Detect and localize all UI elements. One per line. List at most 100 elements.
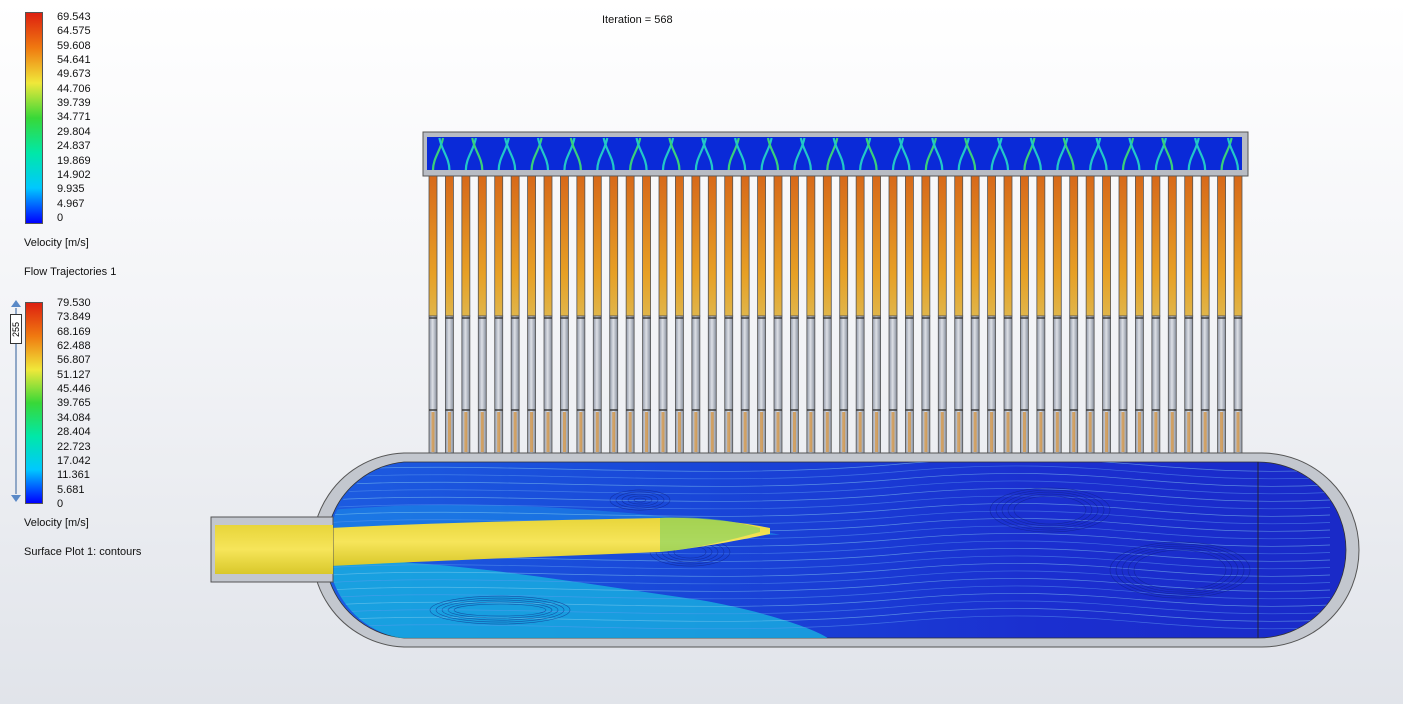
tube-hot-section	[658, 175, 668, 317]
vessel-streamline	[1013, 495, 1087, 525]
manifold-streamline	[563, 137, 576, 171]
slider-knob[interactable]: 255	[10, 314, 22, 344]
tube-outflow-trace	[924, 412, 928, 452]
legend-tick-label: 59.608	[57, 39, 91, 52]
vessel-streamline	[329, 570, 1331, 585]
tube-outflow-trace	[957, 412, 961, 452]
jet-edge	[660, 517, 760, 552]
manifold-streamline	[799, 137, 812, 171]
tube-outflow-trace	[710, 412, 714, 452]
manifold-streamline	[668, 137, 681, 171]
tube-bank	[428, 175, 1243, 454]
legend-tick-label: 39.765	[57, 397, 91, 410]
tube	[658, 175, 668, 454]
color-scale-bar	[25, 12, 43, 224]
tube	[445, 175, 454, 454]
tube-outflow-trace	[743, 412, 747, 452]
tube-hot-section	[1151, 175, 1161, 317]
legend-tick-label: 22.723	[57, 440, 91, 453]
legend-tick-label: 4.967	[57, 197, 85, 210]
tube-hot-section	[872, 175, 881, 317]
tube	[609, 175, 619, 454]
legend-tick-label: 0	[57, 497, 64, 510]
tube-outflow-trace	[497, 412, 501, 452]
tube	[625, 175, 635, 454]
manifold-streamline	[497, 137, 510, 171]
tube	[707, 175, 717, 454]
manifold-streamline	[931, 137, 944, 171]
tube-outflow-trace	[776, 412, 780, 452]
vessel-streamline	[995, 489, 1105, 531]
tube-hot-section	[461, 175, 471, 317]
tube-hot-section	[1167, 175, 1177, 317]
manifold-streamline	[1121, 137, 1135, 171]
tube	[888, 175, 898, 454]
tube-outflow-trace	[1137, 412, 1141, 452]
tube-hot-section	[970, 175, 980, 317]
legend-tick-label: 0	[57, 211, 64, 224]
vessel-streamline	[329, 585, 1331, 600]
tube	[1151, 175, 1161, 454]
tube-hot-section	[543, 175, 553, 317]
tube-outflow-trace	[579, 412, 583, 452]
tube	[527, 175, 536, 454]
tube-hot-section	[888, 175, 898, 317]
tube-outflow-trace	[875, 412, 879, 452]
tube	[937, 175, 947, 454]
tube	[1184, 175, 1194, 454]
tube	[1020, 175, 1029, 454]
legend-tick-label: 69.543	[57, 11, 91, 23]
tube-outflow-trace	[1022, 412, 1026, 452]
tube-hot-section	[1069, 175, 1079, 317]
tube-outflow-trace	[940, 412, 944, 452]
vessel-streamline	[609, 489, 671, 511]
tube-hot-section	[790, 175, 799, 317]
tube	[592, 175, 602, 454]
manifold-streamline	[1029, 137, 1042, 171]
tube-outflow-trace	[1236, 412, 1240, 452]
vessel-streamline	[435, 597, 565, 623]
manifold-streamline	[602, 137, 615, 171]
tube-hot-section	[740, 175, 750, 317]
tube-outflow-trace	[628, 412, 632, 452]
tube	[642, 175, 651, 454]
iteration-label: Iteration = 568	[602, 14, 673, 26]
tube	[1233, 175, 1243, 454]
tube-hot-section	[1200, 175, 1210, 317]
tube	[905, 175, 914, 454]
vessel-streamline	[329, 465, 1331, 480]
slider-up-arrow-icon[interactable]	[11, 300, 21, 307]
tube-outflow-trace	[562, 412, 566, 452]
manifold-streamline	[832, 137, 845, 171]
manifold-streamline	[727, 137, 740, 171]
tube-hot-section	[757, 175, 766, 317]
vessel-streamline	[633, 497, 647, 503]
legend-tick-label: 54.641	[57, 54, 91, 67]
tube-hot-section	[642, 175, 651, 317]
vessel-streamline	[1109, 541, 1251, 599]
manifold-streamline	[924, 137, 937, 171]
legend-range-slider[interactable]: 255	[10, 300, 22, 502]
tube	[921, 175, 931, 454]
tube-outflow-trace	[760, 412, 764, 452]
vessel-streamline	[627, 495, 653, 505]
legend-tick-label: 24.837	[57, 140, 91, 153]
vessel-streamline	[621, 493, 659, 507]
manifold-streamline	[734, 137, 747, 171]
legend-tick-label: 17.042	[57, 454, 91, 467]
manifold-streamline	[635, 137, 648, 171]
tube-hot-section	[445, 175, 454, 317]
manifold-streamline	[504, 137, 517, 171]
tube-outflow-trace	[1088, 412, 1092, 452]
tube-hot-section	[576, 175, 586, 317]
tube-outflow-trace	[612, 412, 616, 452]
manifold-streamline	[1194, 137, 1207, 171]
tube	[987, 175, 996, 454]
legend-tick-label: 29.804	[57, 125, 91, 138]
manifold-streamline	[701, 137, 714, 171]
vessel-streamline	[329, 495, 1331, 510]
tube	[1135, 175, 1144, 454]
slider-down-arrow-icon[interactable]	[11, 495, 21, 502]
vessel-streamline	[1007, 493, 1093, 527]
